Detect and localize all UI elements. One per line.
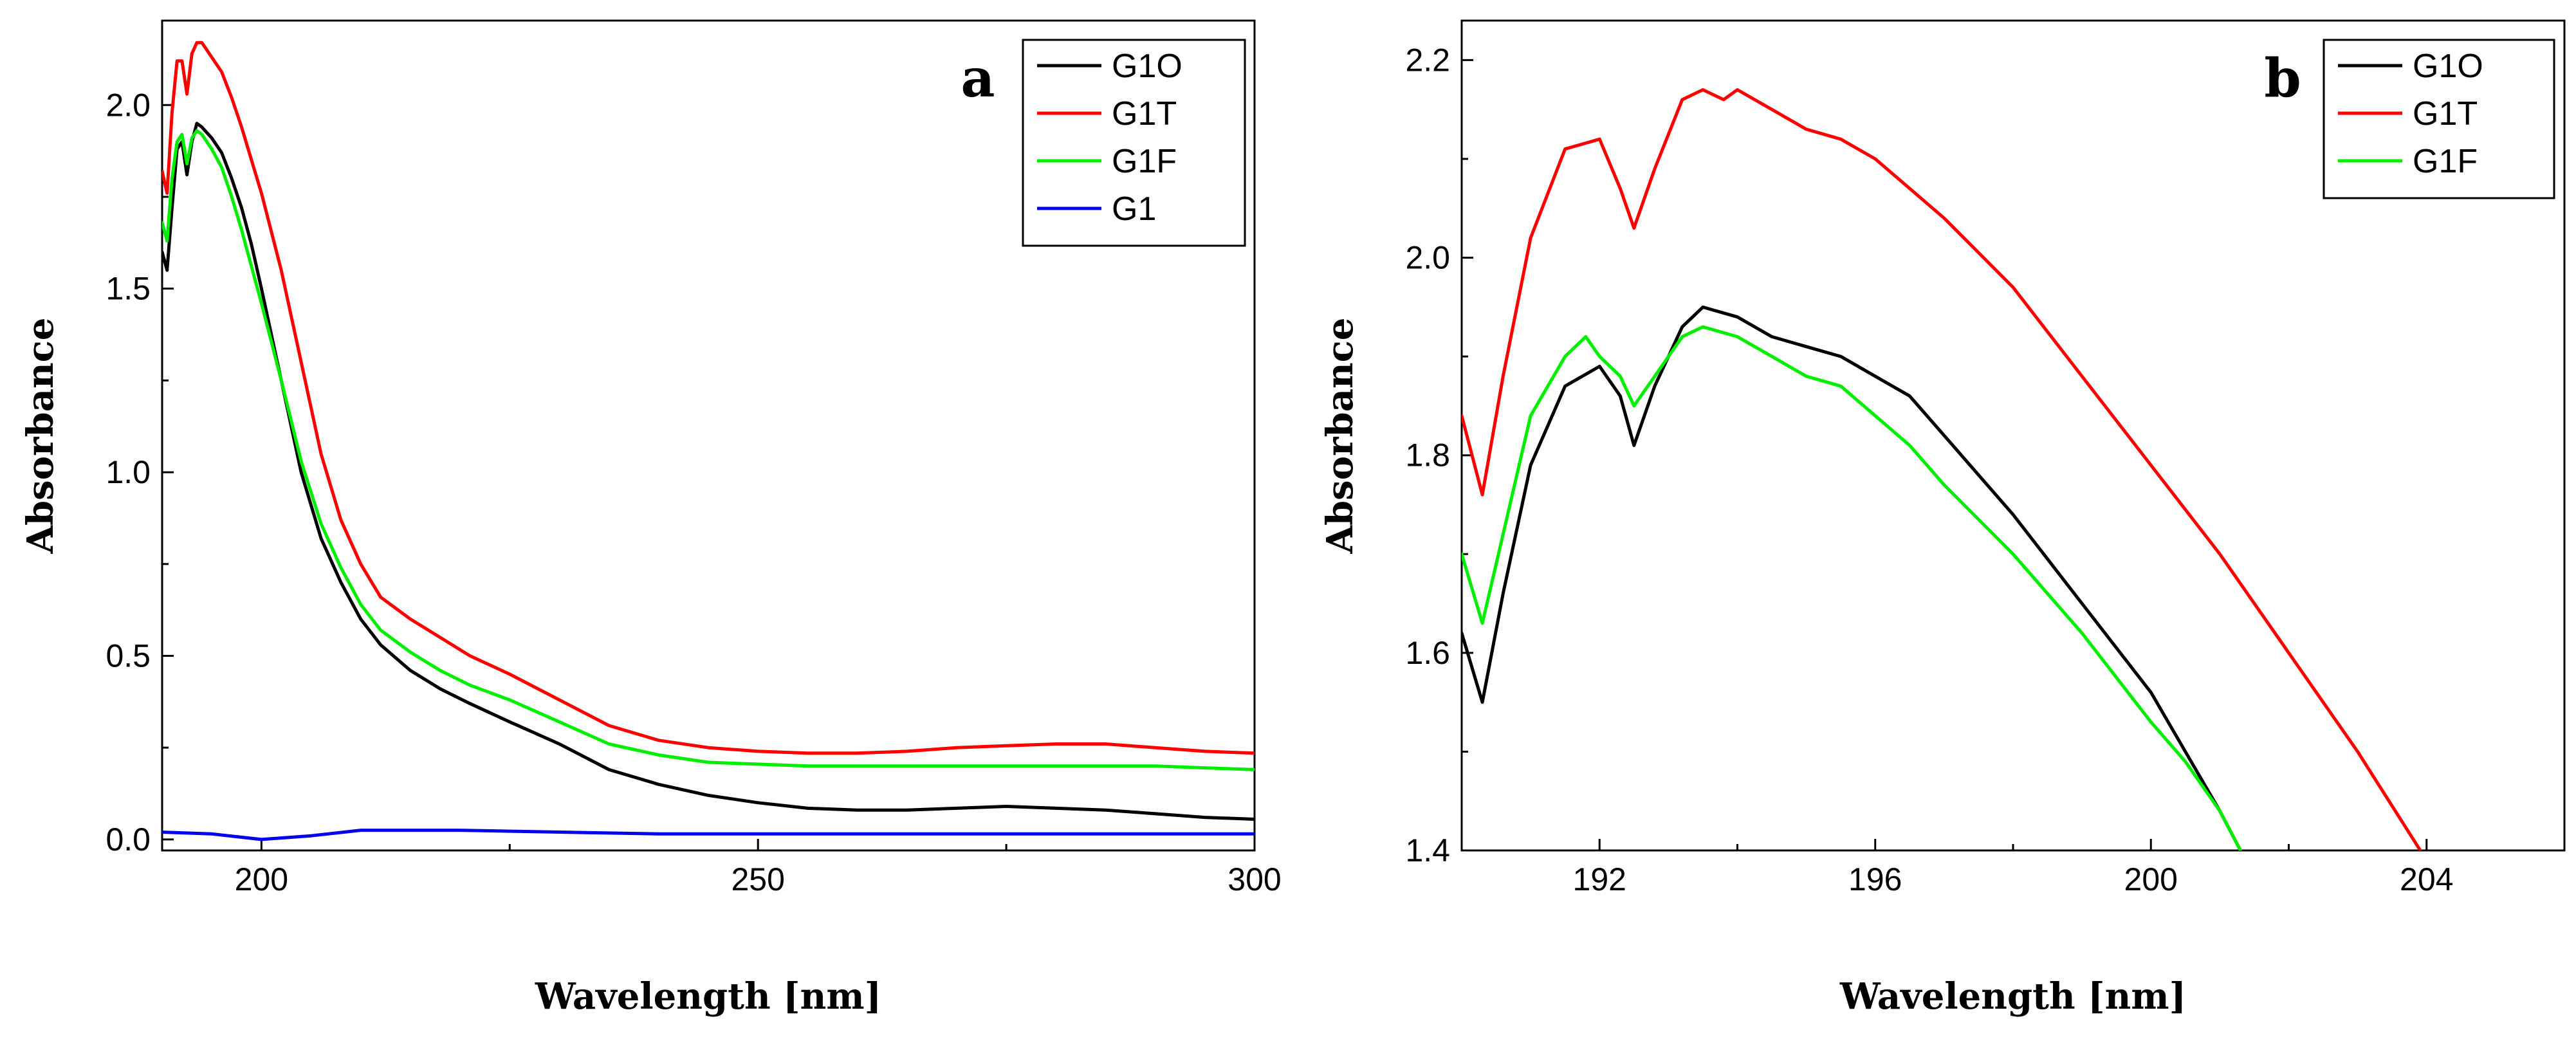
x-tick-label-b: 204 (2400, 861, 2453, 897)
x-tick-label-b: 200 (2124, 861, 2178, 897)
legend-label-g1o-b: G1O (2413, 48, 2483, 85)
series-line-g1o-b (1462, 305, 2242, 850)
x-axis-title-a: Wavelength [nm] (535, 975, 881, 1018)
tick-marks-a (162, 104, 1256, 850)
plot-frame-b (1460, 19, 2566, 852)
legend-label-g1f-a: G1F (1112, 143, 1177, 180)
legend-box-a (1022, 39, 1246, 247)
panel-label-a: a (961, 48, 995, 109)
y-tick-label-a: 0.0 (106, 821, 151, 858)
series-line-g1t-b (1462, 88, 2422, 850)
y-axis-title-a: Absorbance (19, 318, 62, 555)
x-tick-label-a: 200 (235, 861, 288, 897)
legend-label-g1t-b: G1T (2413, 95, 2478, 133)
tick-marks-b (1460, 59, 2566, 852)
legend-a: G1O G1T G1F G1 (1022, 39, 1246, 247)
y-tick-label-b: 2.2 (1405, 42, 1450, 78)
legend-label-g1o-a: G1O (1112, 48, 1182, 85)
x-tick-label-b: 196 (1848, 861, 1902, 897)
legend-label-g1t-a: G1T (1112, 95, 1177, 133)
legend-box-b (2323, 39, 2555, 199)
y-tick-label-b: 1.8 (1405, 437, 1450, 473)
series-group-b (1462, 88, 2422, 850)
chart-panel-a: 200 250 300 0.0 0.5 1.0 1.5 2.0 Wavelength [nm… (19, 19, 1282, 1018)
panel-label-b: b (2264, 48, 2301, 109)
series-group-a (162, 41, 1255, 841)
chart-panel-b: 192 196 200 204 1.4 1.6 1.8 2.0 2.2 Wavelength … (1319, 19, 2566, 1018)
y-tick-labels-b: 1.4 1.6 1.8 2.0 2.2 (1405, 42, 1450, 868)
y-tick-label-a: 1.0 (106, 454, 151, 490)
legend-label-g1f-b: G1F (2413, 143, 2478, 180)
y-tick-label-a: 0.5 (106, 638, 151, 674)
y-tick-labels-a: 0.0 0.5 1.0 1.5 2.0 (106, 87, 151, 858)
x-tick-label-b: 192 (1573, 861, 1626, 897)
y-tick-label-b: 1.4 (1405, 832, 1450, 868)
x-tick-label-a: 250 (731, 861, 784, 897)
y-tick-label-a: 2.0 (106, 87, 151, 123)
y-axis-title-b: Absorbance (1319, 318, 1361, 555)
y-tick-label-a: 1.5 (106, 271, 151, 307)
series-line-g1f-b (1462, 325, 2242, 850)
legend-b: G1O G1T G1F (2323, 39, 2555, 199)
legend-label-g1-a: G1 (1112, 190, 1156, 228)
x-tick-label-a: 300 (1228, 861, 1281, 897)
y-tick-label-b: 2.0 (1405, 240, 1450, 276)
series-line-g1f-a (162, 129, 1255, 771)
y-tick-label-b: 1.6 (1405, 635, 1450, 671)
x-tick-labels-b: 192 196 200 204 (1573, 861, 2454, 897)
x-axis-title-b: Wavelength [nm] (1839, 975, 2186, 1018)
x-tick-labels-a: 200 250 300 (235, 861, 1282, 897)
series-line-g1t-a (162, 41, 1255, 755)
plot-frame-a (161, 19, 1256, 852)
series-line-g1-a (162, 829, 1255, 841)
